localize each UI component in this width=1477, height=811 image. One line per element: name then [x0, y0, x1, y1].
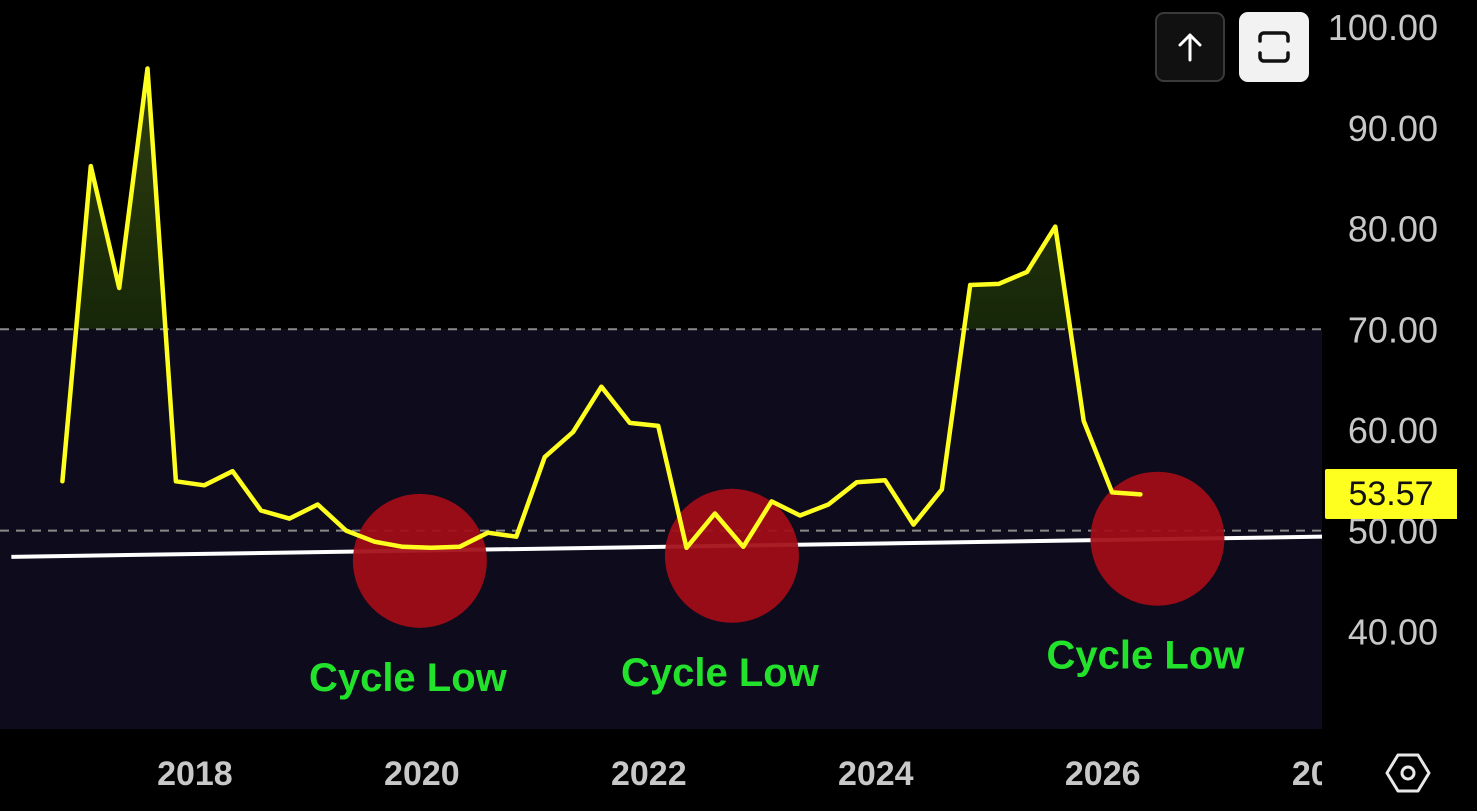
- y-tick-label: 100.00: [1328, 7, 1438, 48]
- x-tick-label: 2020: [384, 755, 460, 793]
- hexagon-settings-icon: [1385, 753, 1431, 793]
- cycle-low-marker: [1090, 471, 1225, 606]
- last-value-label: 53.57: [1325, 469, 1457, 519]
- fit-screen-icon: [1258, 31, 1290, 63]
- x-tick-label: 2028: [1292, 755, 1368, 793]
- series-line: [60, 66, 1143, 551]
- y-tick-label: 80.00: [1348, 209, 1438, 250]
- x-tick-label: 2018: [157, 755, 233, 793]
- x-tick-label: 2024: [838, 755, 914, 793]
- cycle-low-label: Cycle Low: [1047, 634, 1246, 678]
- settings-button[interactable]: [1380, 745, 1436, 801]
- x-tick-label: 2022: [611, 755, 687, 793]
- y-tick-label: 70.00: [1348, 309, 1438, 350]
- cycle-low-marker: [664, 488, 799, 623]
- arrow-up-icon: [1178, 33, 1202, 62]
- scroll-up-button[interactable]: [1155, 12, 1225, 82]
- fit-screen-button[interactable]: [1239, 12, 1309, 82]
- overbought-fill: [76, 68, 1071, 330]
- cycle-low-label: Cycle Low: [309, 656, 508, 700]
- y-tick-label: 60.00: [1348, 410, 1438, 451]
- cycle-low-marker: [352, 493, 487, 628]
- y-tick-label: 40.00: [1348, 611, 1438, 652]
- y-tick-label: 90.00: [1348, 108, 1438, 149]
- cycle-low-label: Cycle Low: [621, 651, 820, 695]
- x-tick-label: 2026: [1065, 755, 1141, 793]
